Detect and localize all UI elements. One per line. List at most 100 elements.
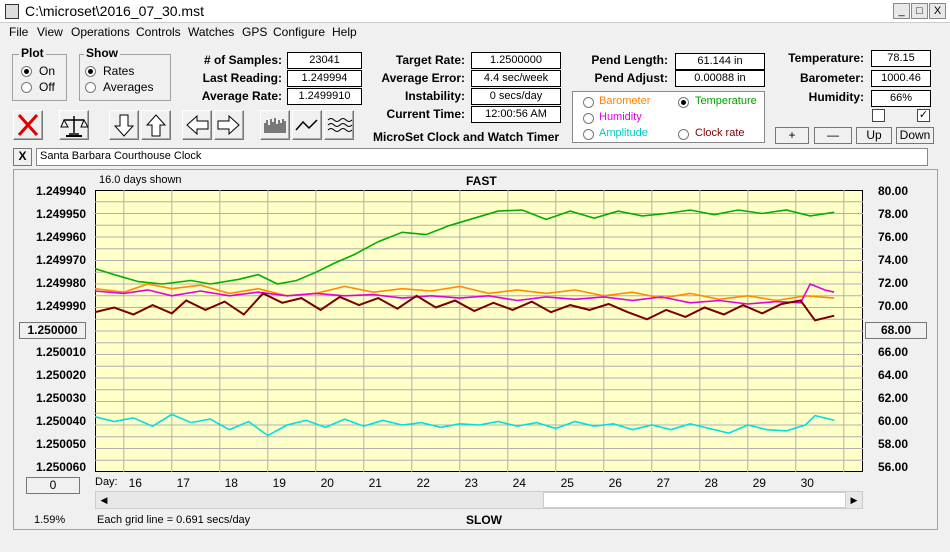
menu-controls[interactable]: Controls — [136, 25, 181, 39]
clear-name-button[interactable]: X — [13, 148, 32, 166]
time-scrollbar[interactable]: ◀ ▶ — [95, 491, 863, 509]
bar-view-button[interactable] — [260, 110, 290, 140]
x-tick-label: 26 — [608, 476, 622, 490]
series-clockrate — [95, 292, 835, 322]
humidity-radio[interactable] — [583, 113, 594, 124]
stop-button[interactable] — [13, 110, 43, 140]
x-tick-label: 17 — [176, 476, 190, 490]
right-tick-label: 74.00 — [877, 253, 908, 267]
center-aux-button[interactable]: 68.00 — [865, 322, 927, 339]
instability-label: Instability: — [404, 89, 465, 103]
auto-scale-checkbox[interactable] — [872, 109, 885, 122]
plot-off-label: Off — [39, 80, 55, 94]
left-tick-label: 1.250020 — [35, 368, 86, 382]
rate-chart[interactable] — [95, 190, 863, 472]
arrow-left-button[interactable] — [182, 110, 212, 140]
up-button[interactable]: Up — [856, 127, 892, 144]
menu-file[interactable]: File — [9, 25, 29, 39]
center-rate-button[interactable]: 1.250000 — [19, 322, 86, 339]
waveform-icon — [327, 118, 353, 132]
day-axis-label: Day: — [95, 476, 118, 488]
plot-off-radio[interactable] — [21, 82, 32, 93]
average-error-value: 4.4 sec/week — [471, 70, 561, 87]
left-tick-label: 1.250040 — [35, 414, 86, 428]
menu-watches[interactable]: Watches — [188, 25, 235, 39]
clock-rate-option-label: Clock rate — [695, 127, 745, 139]
x-tick-label: 21 — [368, 476, 382, 490]
menu-configure[interactable]: Configure — [273, 25, 326, 39]
target-rate-value[interactable]: 1.2500000 — [471, 52, 561, 69]
minus-button[interactable]: — — [814, 127, 852, 144]
line-view-button[interactable] — [292, 110, 322, 140]
minimize-button[interactable]: _ — [893, 3, 910, 19]
app-icon[interactable] — [5, 4, 19, 19]
wave-view-button[interactable] — [324, 110, 354, 140]
left-tick-label: 1.249990 — [35, 299, 86, 313]
offset-button[interactable]: 0 — [26, 477, 80, 494]
left-tick-label: 1.249940 — [35, 184, 86, 198]
percent-label: 1.59% — [34, 514, 66, 526]
right-tick-label: 56.00 — [877, 460, 908, 474]
pend-length-label: Pend Length: — [591, 53, 668, 67]
amplitude-radio[interactable] — [583, 129, 594, 140]
right-tick-label: 78.00 — [877, 207, 908, 221]
show-rates-label: Rates — [103, 64, 135, 78]
clock-rate-radio[interactable] — [678, 129, 689, 140]
menu-operations[interactable]: Operations — [71, 25, 130, 39]
plus-button[interactable]: + — [775, 127, 809, 144]
arrow-down-icon — [113, 114, 135, 137]
arrow-right-button[interactable] — [214, 110, 244, 140]
clock-name-input[interactable]: Santa Barbara Courthouse Clock — [36, 148, 928, 166]
x-tick-label: 18 — [224, 476, 238, 490]
arrow-down-button[interactable] — [109, 110, 139, 140]
down-button[interactable]: Down — [896, 127, 934, 144]
left-tick-label: 1.249950 — [35, 207, 86, 221]
x-tick-label: 16 — [128, 476, 142, 490]
temperature-option-label: Temperature — [695, 95, 757, 107]
show-rates-radio[interactable] — [85, 66, 96, 77]
barometer-value: 1000.46 — [871, 70, 931, 87]
line-chart-icon — [295, 119, 318, 131]
menu-gps[interactable]: GPS — [242, 25, 268, 39]
left-tick-label: 1.250060 — [35, 460, 86, 474]
arrow-up-button[interactable] — [141, 110, 171, 140]
x-tick-label: 24 — [512, 476, 526, 490]
show-aux-checkbox[interactable]: ✓ — [917, 109, 930, 122]
menu-help[interactable]: Help — [332, 25, 357, 39]
menu-bar: File View Operations Controls Watches GP… — [0, 23, 950, 42]
plot-group-title: Plot — [19, 46, 46, 60]
close-button[interactable]: X — [929, 3, 946, 19]
last-reading-label: Last Reading: — [202, 71, 282, 85]
x-tick-label: 19 — [272, 476, 286, 490]
humidity-value: 66% — [871, 90, 931, 107]
scroll-right-arrow-icon[interactable]: ▶ — [850, 495, 858, 505]
plot-on-radio[interactable] — [21, 66, 32, 77]
left-tick-label: 1.250050 — [35, 437, 86, 451]
x-tick-label: 23 — [464, 476, 478, 490]
app-caption: MicroSet Clock and Watch Timer — [373, 130, 560, 144]
barometer-radio[interactable] — [583, 97, 594, 108]
maximize-button[interactable]: □ — [911, 3, 928, 19]
days-shown-label: 16.0 days shown — [99, 174, 182, 186]
left-tick-label: 1.250010 — [35, 345, 86, 359]
scroll-left-arrow-icon[interactable]: ◀ — [100, 495, 108, 505]
right-tick-label: 64.00 — [877, 368, 908, 382]
balance-scale-icon — [60, 116, 89, 137]
scroll-thumb[interactable] — [543, 492, 846, 508]
plot-on-label: On — [39, 64, 56, 78]
temperature-radio[interactable] — [678, 97, 689, 108]
samples-label: # of Samples: — [203, 53, 282, 67]
pend-length-value: 61.144 in — [675, 53, 765, 70]
last-reading-value: 1.249994 — [287, 70, 362, 87]
show-averages-radio[interactable] — [85, 82, 96, 93]
show-group — [79, 54, 171, 101]
bar-chart-icon — [264, 118, 286, 133]
right-tick-label: 70.00 — [877, 299, 908, 313]
left-tick-label: 1.249980 — [35, 276, 86, 290]
menu-view[interactable]: View — [37, 25, 63, 39]
x-tick-label: 29 — [752, 476, 766, 490]
right-tick-label: 80.00 — [877, 184, 908, 198]
barometer-option-label: Barometer — [599, 95, 651, 107]
aux-display-panel — [572, 91, 765, 143]
balance-button[interactable] — [59, 110, 89, 140]
